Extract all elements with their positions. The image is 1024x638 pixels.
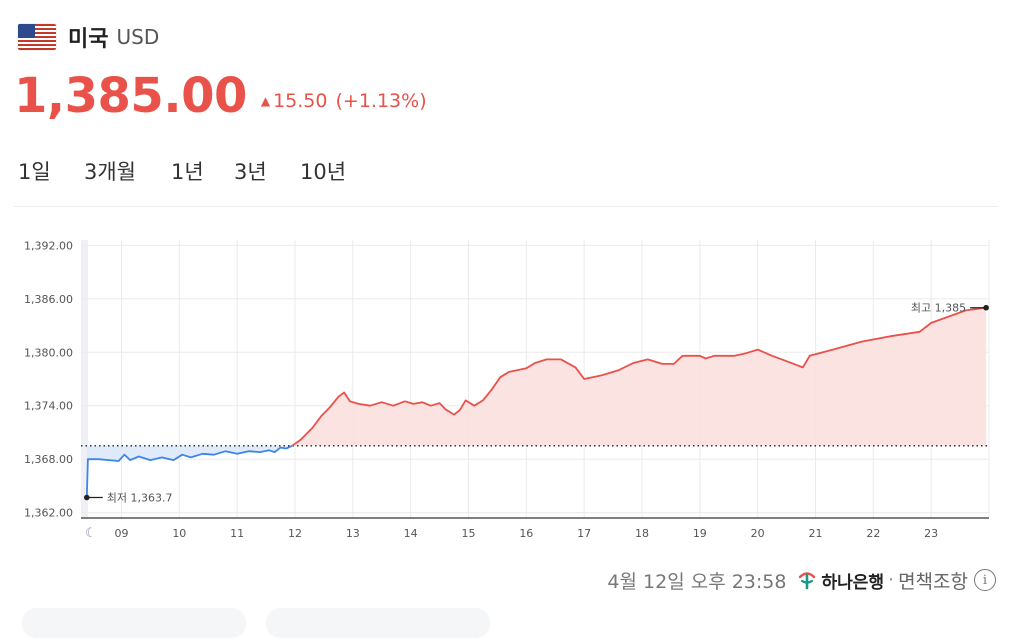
header: 미국 USD [18,20,159,54]
high-point [983,304,989,311]
x-tick-label: 23 [924,527,938,540]
price-row: 1,385.00 ▲ 15.50 (+1.13%) [14,64,427,128]
y-tick-label: 1,374.00 [24,400,73,413]
change-percent: (+1.13%) [335,90,427,112]
update-timestamp: 4월 12일 오후 23:58 [607,570,787,593]
x-tick-label: 15 [461,527,475,540]
x-tick-label: 14 [404,527,418,540]
related-card[interactable] [266,608,490,638]
low-point [83,494,90,501]
series-line-up [291,306,987,447]
change-value: 15.50 [273,90,328,112]
currency-code: USD [116,25,160,49]
x-tick-label: 19 [693,527,707,540]
bank-source: 하나은행 [796,568,884,593]
tab-1d[interactable]: 1일 [18,160,51,184]
us-flag-icon [18,24,56,50]
x-tick-label: 09 [114,527,128,540]
x-tick-label: 12 [288,527,302,540]
y-tick-label: 1,368.00 [24,453,73,466]
tab-3m[interactable]: 3개월 [84,160,137,184]
up-arrow-icon: ▲ [260,94,271,108]
disclaimer-link[interactable]: 면책조항 [898,570,968,593]
x-tick-label: 16 [519,527,533,540]
x-tick-label: 11 [230,527,244,540]
price-change: ▲ 15.50 (+1.13%) [261,90,427,112]
x-tick-label: 18 [635,527,649,540]
info-icon[interactable]: i [974,569,996,591]
x-tick-label: 20 [751,527,765,540]
series-area-down [86,445,293,498]
related-card[interactable] [22,608,246,638]
y-tick-label: 1,362.00 [24,507,73,520]
series-area-up [292,307,987,446]
hana-bank-logo-icon [799,572,816,590]
current-price: 1,385.00 [14,68,247,124]
series-line-down [85,444,293,498]
tab-10y[interactable]: 10년 [300,160,347,184]
footer: 4월 12일 오후 23:58 하나은행 · 면책조항 i [607,566,996,594]
x-tick-label: 22 [866,527,880,540]
fx-chart[interactable]: 1,362.00 1,368.00 1,374.00 1,380.00 1,386.00… [0,220,1024,550]
low-label: 최저 1,363.7 [107,492,173,505]
x-tick-label: 13 [346,527,360,540]
x-tick-label: 10 [172,527,186,540]
tab-1y[interactable]: 1년 [171,160,204,184]
x-tick-label: 17 [577,527,591,540]
moon-icon: ☾ [85,526,97,541]
bank-name: 하나은행 [821,572,885,593]
country-name: 미국 [68,27,109,52]
night-session-shade [81,240,88,518]
period-tabs: 1일 3개월 1년 3년 10년 [14,146,998,207]
y-tick-label: 1,380.00 [24,346,73,359]
high-label: 최고 1,385 [911,302,966,315]
y-tick-label: 1,392.00 [24,239,73,252]
tab-3y[interactable]: 3년 [234,160,267,184]
x-tick-label: 21 [808,527,822,540]
y-tick-label: 1,386.00 [24,293,73,306]
separator: · [888,569,895,591]
